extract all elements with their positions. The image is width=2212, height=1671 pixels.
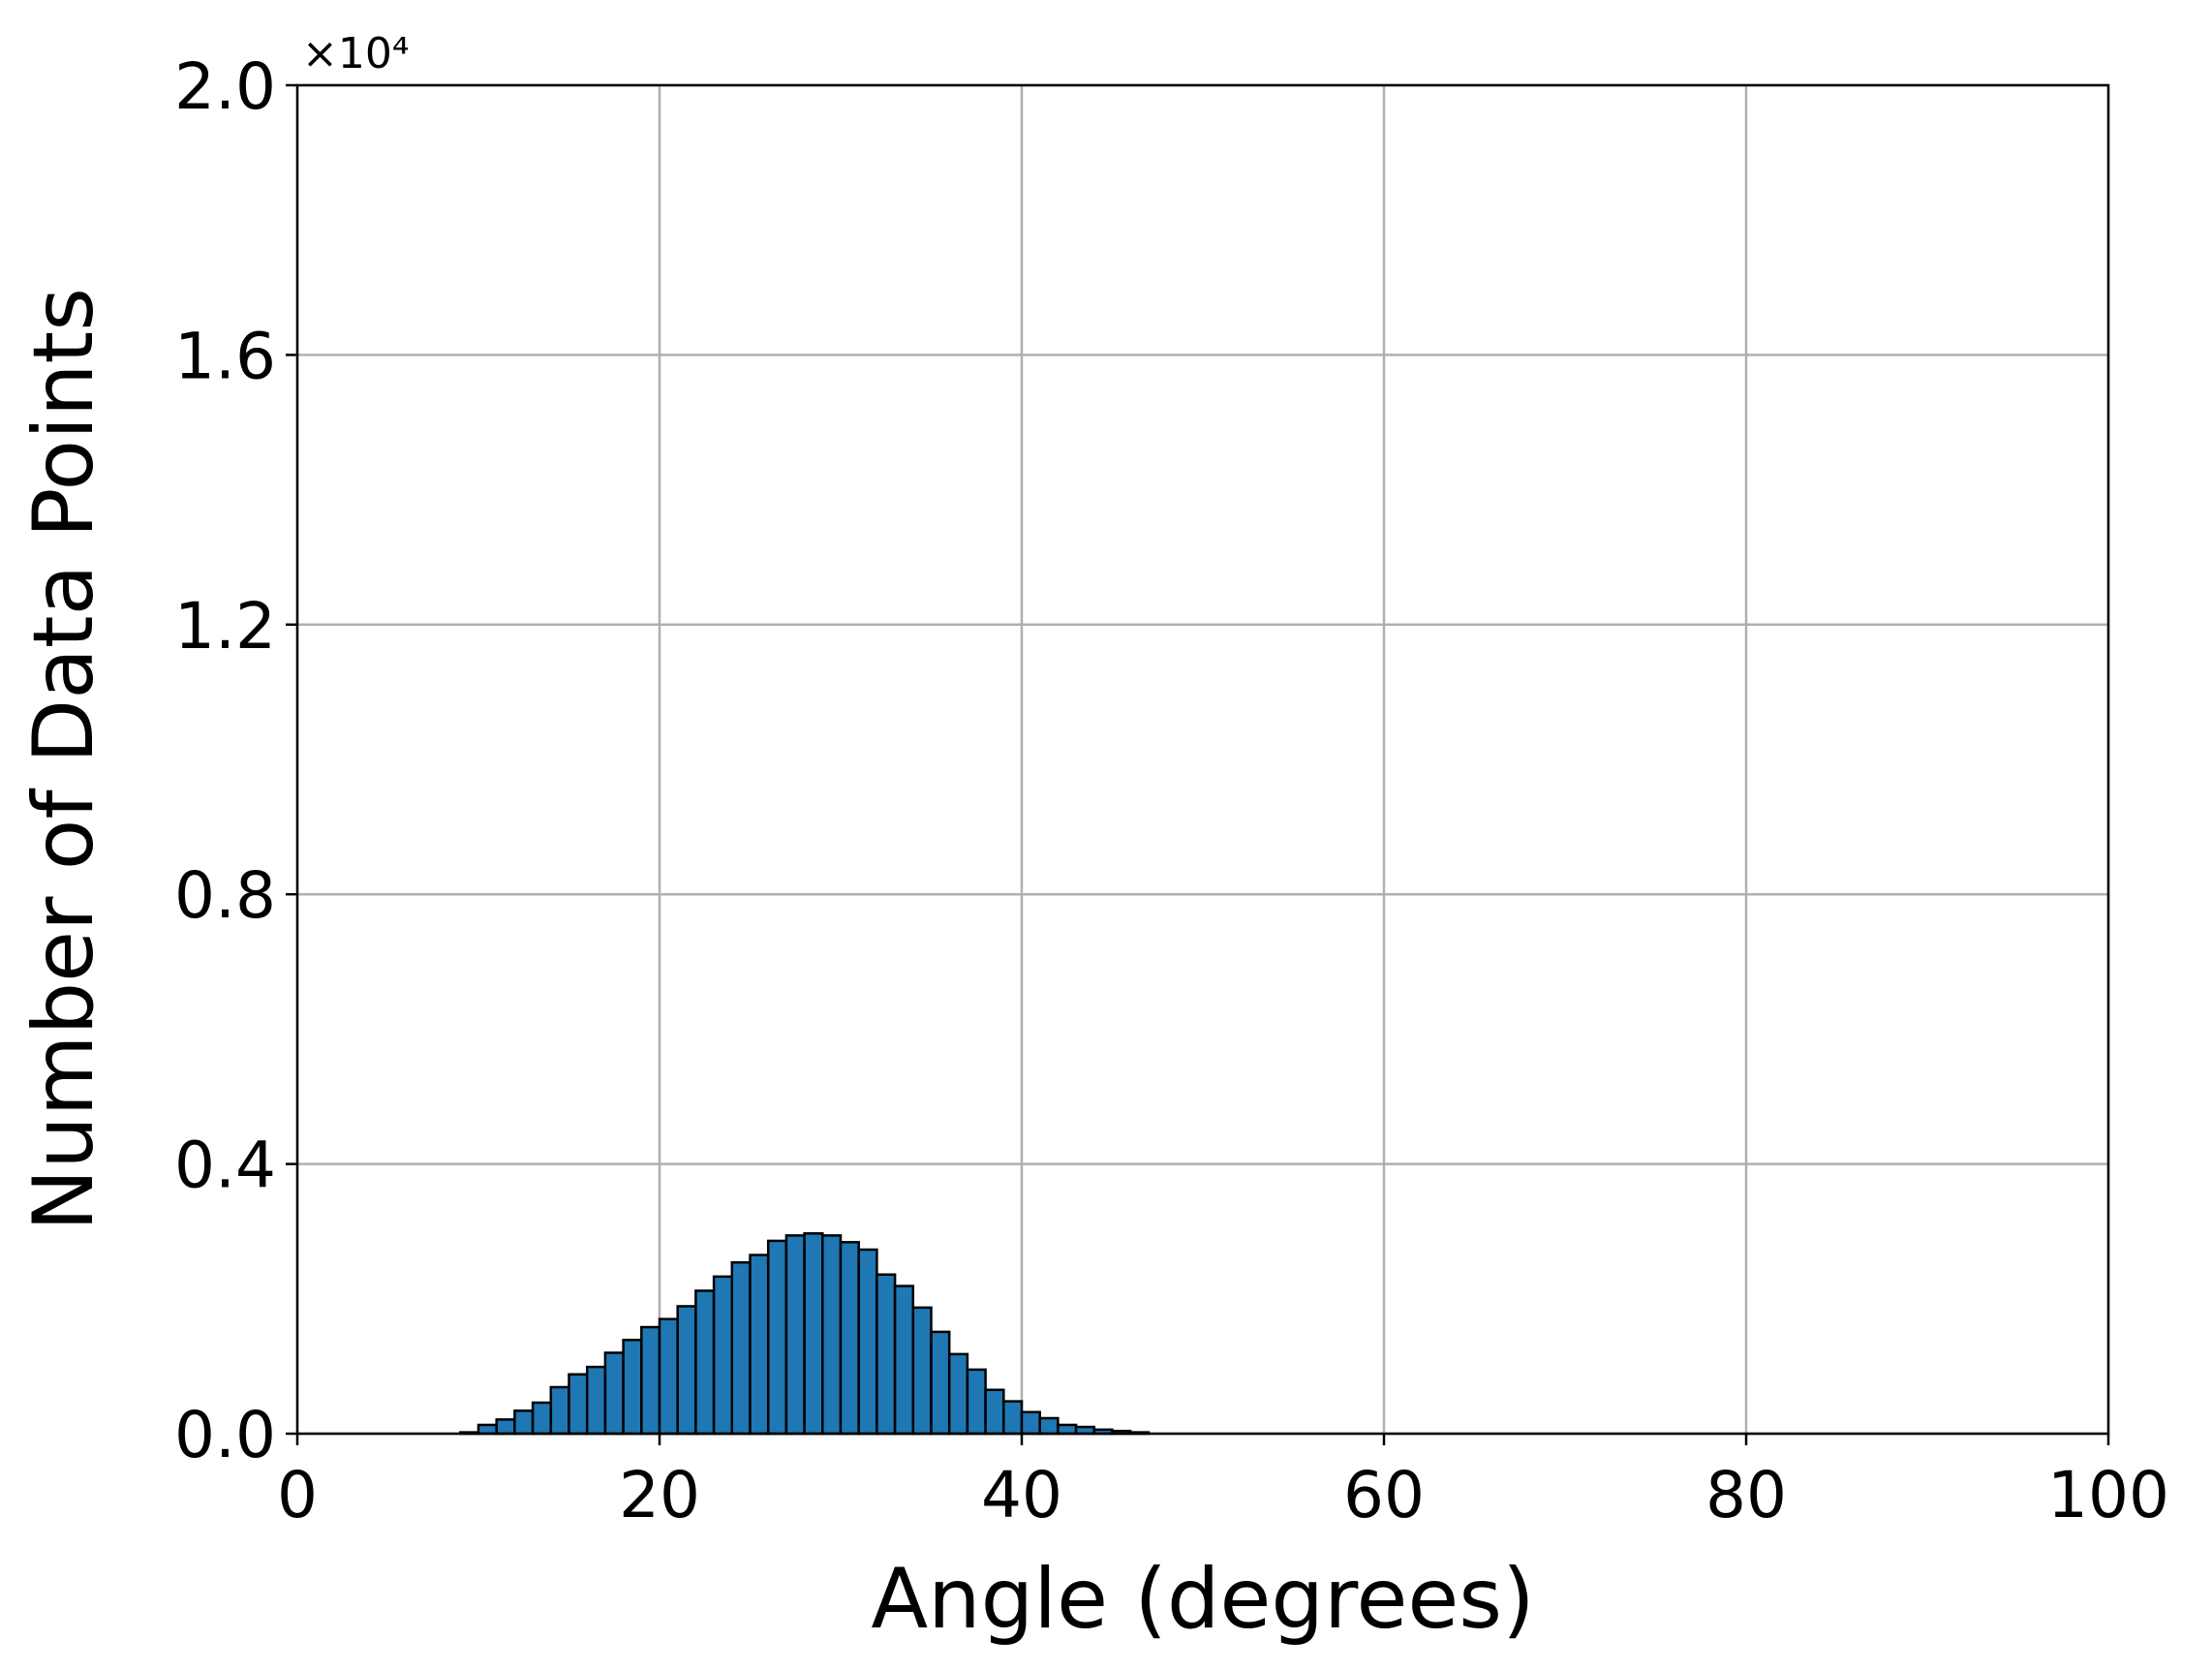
bar	[603, 1351, 625, 1436]
y-tick-label: 0.4	[174, 1129, 276, 1203]
bar	[857, 1248, 878, 1436]
plot-frame	[295, 83, 2110, 1436]
bar	[585, 1365, 607, 1436]
bar	[839, 1241, 860, 1436]
bar	[622, 1339, 643, 1436]
bar	[531, 1401, 553, 1436]
bar	[694, 1289, 716, 1436]
x-axis-label: Angle (degrees)	[871, 1551, 1534, 1648]
bar	[984, 1388, 1005, 1436]
bar	[730, 1260, 752, 1436]
y-tick-label: 0.8	[174, 858, 276, 933]
bar	[893, 1284, 915, 1436]
bar	[911, 1306, 933, 1436]
bar	[513, 1409, 535, 1436]
y-tick-label: 1.6	[174, 319, 276, 393]
bar	[568, 1373, 589, 1436]
bar	[947, 1352, 969, 1436]
bar	[676, 1305, 697, 1436]
bar	[1057, 1423, 1078, 1436]
bar	[1020, 1410, 1041, 1436]
bar	[803, 1232, 824, 1436]
bar	[476, 1423, 498, 1436]
y-axis-label: Number of Data Points	[15, 288, 112, 1231]
bar	[549, 1385, 570, 1436]
bar	[712, 1275, 734, 1436]
bar	[821, 1234, 843, 1436]
bar	[658, 1317, 679, 1436]
bar	[1038, 1416, 1060, 1436]
x-tick-label: 80	[1705, 1458, 1787, 1532]
y-tick-label: 1.2	[174, 589, 276, 664]
bar	[640, 1325, 661, 1436]
x-tick-label: 40	[981, 1458, 1062, 1532]
y-offset-label: ×10⁴	[302, 29, 410, 78]
bar	[749, 1253, 770, 1436]
bar	[766, 1239, 788, 1436]
bar	[930, 1330, 951, 1436]
bar	[966, 1368, 987, 1436]
x-tick-label: 100	[2047, 1458, 2169, 1532]
x-tick-label: 0	[277, 1458, 318, 1532]
x-tick-label: 20	[619, 1458, 700, 1532]
bar	[1002, 1400, 1024, 1436]
bar	[876, 1273, 897, 1436]
y-tick-label: 2.0	[174, 49, 276, 124]
bar	[784, 1234, 806, 1436]
x-tick-label: 60	[1343, 1458, 1425, 1532]
y-tick-label: 0.0	[174, 1398, 276, 1472]
bar	[495, 1418, 516, 1436]
